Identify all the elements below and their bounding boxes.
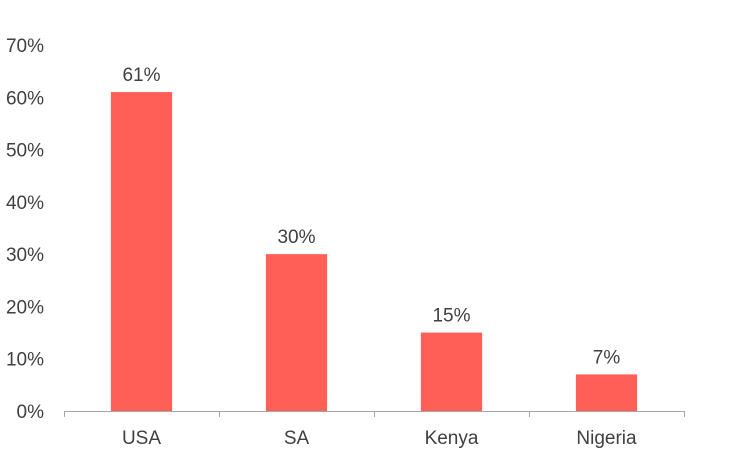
data-label-usa: 61%: [122, 65, 160, 86]
data-label-nigeria: 7%: [593, 347, 621, 368]
y-tick-label-30: 30%: [6, 245, 44, 266]
bars: [110, 92, 638, 412]
y-tick-label-50: 50%: [6, 141, 44, 162]
bar-kenya: [420, 332, 483, 411]
bar-sa: [265, 254, 328, 411]
bar-usa: [110, 92, 173, 412]
x-axis: [64, 411, 685, 417]
data-labels: 61% 30% 15% 7%: [122, 65, 620, 368]
y-tick-label-20: 20%: [6, 297, 44, 318]
x-tick-label-sa: SA: [284, 428, 310, 449]
x-tick-label-nigeria: Nigeria: [576, 428, 637, 449]
y-axis-tick-labels: 0% 10% 20% 30% 40% 50% 60% 70%: [6, 36, 44, 423]
data-label-sa: 30%: [277, 227, 315, 248]
x-tick-label-usa: USA: [122, 428, 161, 449]
bar-nigeria: [575, 374, 638, 411]
y-tick-label-10: 10%: [6, 350, 44, 371]
x-axis-category-labels: USA SA Kenya Nigeria: [122, 428, 637, 449]
data-label-kenya: 15%: [432, 306, 470, 327]
x-tick-label-kenya: Kenya: [425, 428, 479, 449]
y-tick-label-60: 60%: [6, 88, 44, 109]
y-tick-label-0: 0%: [17, 402, 45, 423]
y-tick-label-40: 40%: [6, 193, 44, 214]
y-tick-label-70: 70%: [6, 36, 44, 57]
